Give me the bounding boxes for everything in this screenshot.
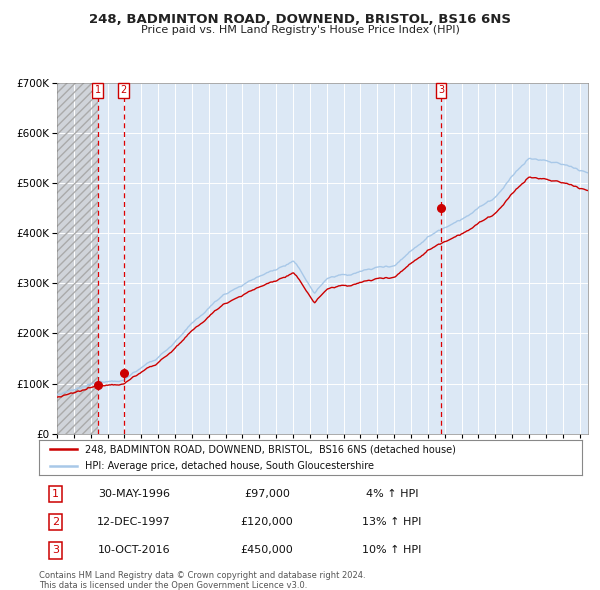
Text: 13% ↑ HPI: 13% ↑ HPI [362,517,422,527]
Text: 1: 1 [95,85,101,95]
Text: 4% ↑ HPI: 4% ↑ HPI [366,489,418,499]
Text: £97,000: £97,000 [244,489,290,499]
Text: 2: 2 [121,85,127,95]
Text: Contains HM Land Registry data © Crown copyright and database right 2024.: Contains HM Land Registry data © Crown c… [39,571,365,579]
Text: Price paid vs. HM Land Registry's House Price Index (HPI): Price paid vs. HM Land Registry's House … [140,25,460,35]
Text: £450,000: £450,000 [241,546,293,555]
Text: This data is licensed under the Open Government Licence v3.0.: This data is licensed under the Open Gov… [39,581,307,589]
Text: 2: 2 [52,517,59,527]
Text: 248, BADMINTON ROAD, DOWNEND, BRISTOL,  BS16 6NS (detached house): 248, BADMINTON ROAD, DOWNEND, BRISTOL, B… [85,444,456,454]
Text: £120,000: £120,000 [241,517,293,527]
Text: 248, BADMINTON ROAD, DOWNEND, BRISTOL, BS16 6NS: 248, BADMINTON ROAD, DOWNEND, BRISTOL, B… [89,13,511,26]
Bar [57,83,98,434]
Text: 10% ↑ HPI: 10% ↑ HPI [362,546,422,555]
Text: 1: 1 [52,489,59,499]
Text: 3: 3 [438,85,444,95]
Text: HPI: Average price, detached house, South Gloucestershire: HPI: Average price, detached house, Sout… [85,461,374,471]
Text: 12-DEC-1997: 12-DEC-1997 [97,517,171,527]
Bar [57,83,98,434]
Text: 3: 3 [52,546,59,555]
Text: 30-MAY-1996: 30-MAY-1996 [98,489,170,499]
Text: 10-OCT-2016: 10-OCT-2016 [98,546,170,555]
